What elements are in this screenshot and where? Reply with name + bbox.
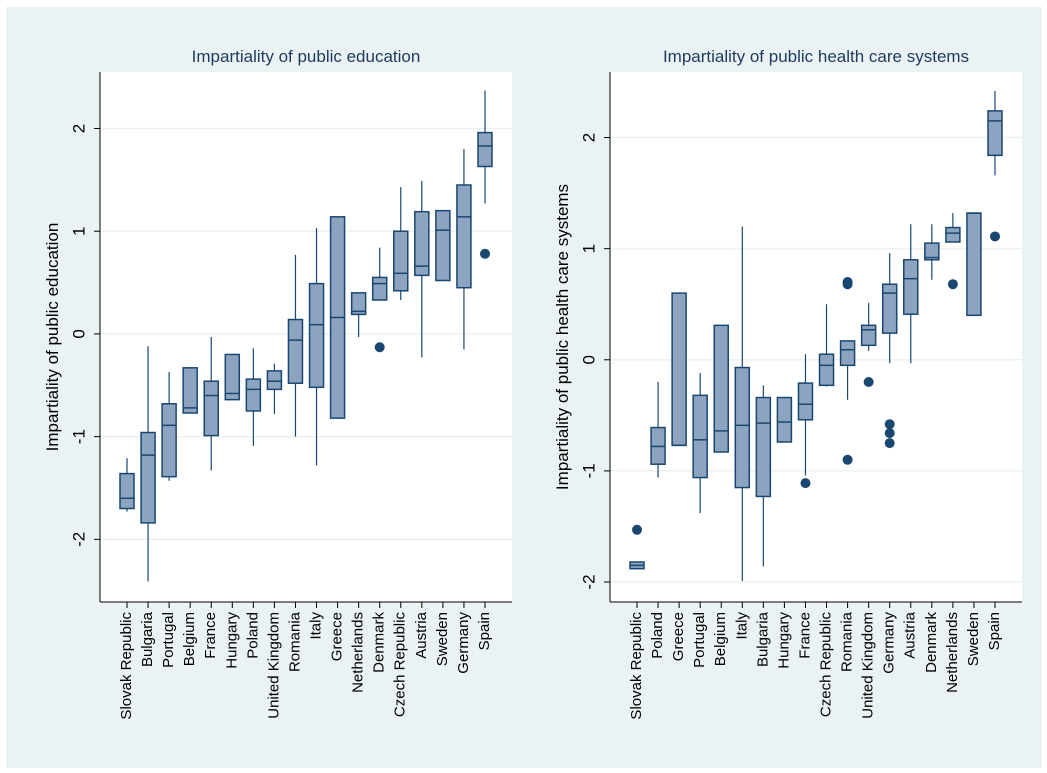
box	[456, 184, 472, 289]
y-tick-label: 1	[579, 244, 598, 253]
x-tick-label: Romania	[286, 611, 303, 672]
x-tick-label: Hungary	[775, 612, 792, 669]
x-tick-label: Bulgaria	[754, 611, 771, 667]
x-tick-label: Sweden	[965, 612, 982, 666]
outlier	[842, 279, 853, 290]
y-tick-label: 0	[579, 355, 598, 364]
y-tick-label: 0	[69, 329, 88, 338]
x-tick-label: Greece	[329, 612, 346, 661]
box	[371, 276, 388, 301]
outlier	[863, 377, 874, 387]
x-tick-label: Portugal	[160, 612, 177, 668]
box	[881, 283, 898, 334]
outlier	[842, 454, 853, 465]
y-tick-label: 2	[579, 133, 598, 142]
plot-area	[100, 72, 512, 602]
outlier	[800, 478, 811, 489]
box	[945, 226, 961, 243]
y-tick-label: -2	[69, 532, 88, 547]
outlier	[480, 248, 490, 259]
box	[435, 209, 451, 282]
x-tick-label: Bulgaria	[139, 611, 156, 667]
x-tick-label: Hungary	[223, 612, 240, 669]
y-axis-label: Impartiality of public health care syste…	[553, 184, 572, 490]
x-tick-label: France	[202, 612, 219, 659]
y-tick-label: 2	[69, 124, 88, 133]
box	[860, 324, 877, 347]
x-tick-label: Austria	[902, 611, 919, 658]
box	[924, 242, 940, 261]
x-tick-label: Italy	[733, 612, 750, 640]
x-tick-label: United Kingdom	[860, 612, 877, 719]
x-tick-label: Poland	[244, 612, 261, 659]
x-tick-label: Greece	[670, 612, 687, 661]
outlier	[990, 231, 1000, 242]
x-tick-label: Czech Republic	[392, 612, 409, 718]
x-tick-label: Slovak Republic	[628, 612, 645, 720]
outlier	[947, 279, 958, 290]
box	[797, 382, 814, 421]
box	[119, 472, 135, 510]
x-tick-label: Slovak Republic	[118, 612, 135, 720]
y-tick-label: -2	[579, 574, 598, 589]
box	[818, 353, 835, 387]
box	[161, 403, 177, 478]
y-tick-label: -1	[69, 429, 88, 444]
x-tick-label: Czech Republic	[817, 612, 834, 718]
box	[308, 282, 325, 389]
x-tick-label: Spain	[476, 612, 493, 650]
box	[776, 396, 793, 443]
x-tick-label: Netherlands	[350, 612, 367, 693]
outlier	[884, 438, 895, 449]
x-tick-label: Poland	[649, 612, 666, 659]
outlier	[884, 419, 895, 430]
box	[287, 318, 304, 384]
x-tick-label: Romania	[839, 611, 856, 672]
outlier	[632, 524, 642, 535]
x-tick-label: Spain	[986, 612, 1003, 650]
box	[692, 394, 708, 479]
x-tick-label: Netherlands	[944, 612, 961, 693]
box	[140, 431, 156, 524]
x-tick-label: Germany	[455, 612, 472, 674]
x-tick-label: France	[796, 612, 813, 659]
outlier	[884, 428, 895, 439]
box	[966, 212, 982, 317]
y-tick-label: -1	[579, 463, 598, 478]
x-tick-label: Denmark	[923, 612, 940, 673]
box	[350, 292, 367, 316]
box	[266, 370, 283, 391]
box	[224, 353, 241, 401]
box	[671, 292, 687, 447]
x-tick-label: Portugal	[691, 612, 708, 668]
box	[203, 380, 219, 437]
box	[245, 378, 262, 412]
x-tick-label: Denmark	[371, 612, 388, 673]
box	[734, 366, 751, 489]
y-axis-label: Impartiality of public education	[43, 223, 62, 452]
y-tick-label: 1	[69, 226, 88, 235]
x-tick-label: Austria	[413, 611, 430, 658]
box	[182, 367, 198, 414]
box	[713, 324, 729, 453]
box	[414, 210, 430, 277]
x-tick-label: Belgium	[181, 612, 198, 666]
x-tick-label: Sweden	[434, 612, 451, 666]
box	[755, 396, 772, 498]
x-tick-label: United Kingdom	[265, 612, 282, 719]
chart-title: Impartiality of public education	[192, 47, 421, 66]
outlier	[374, 342, 385, 353]
chart-title: Impartiality of public health care syste…	[663, 47, 969, 66]
box	[987, 110, 1003, 157]
box	[393, 230, 409, 292]
box	[839, 340, 856, 367]
x-tick-label: Belgium	[712, 612, 729, 666]
box	[477, 131, 493, 168]
x-tick-label: Germany	[881, 612, 898, 674]
box	[903, 259, 919, 315]
x-tick-label: Italy	[307, 612, 324, 640]
